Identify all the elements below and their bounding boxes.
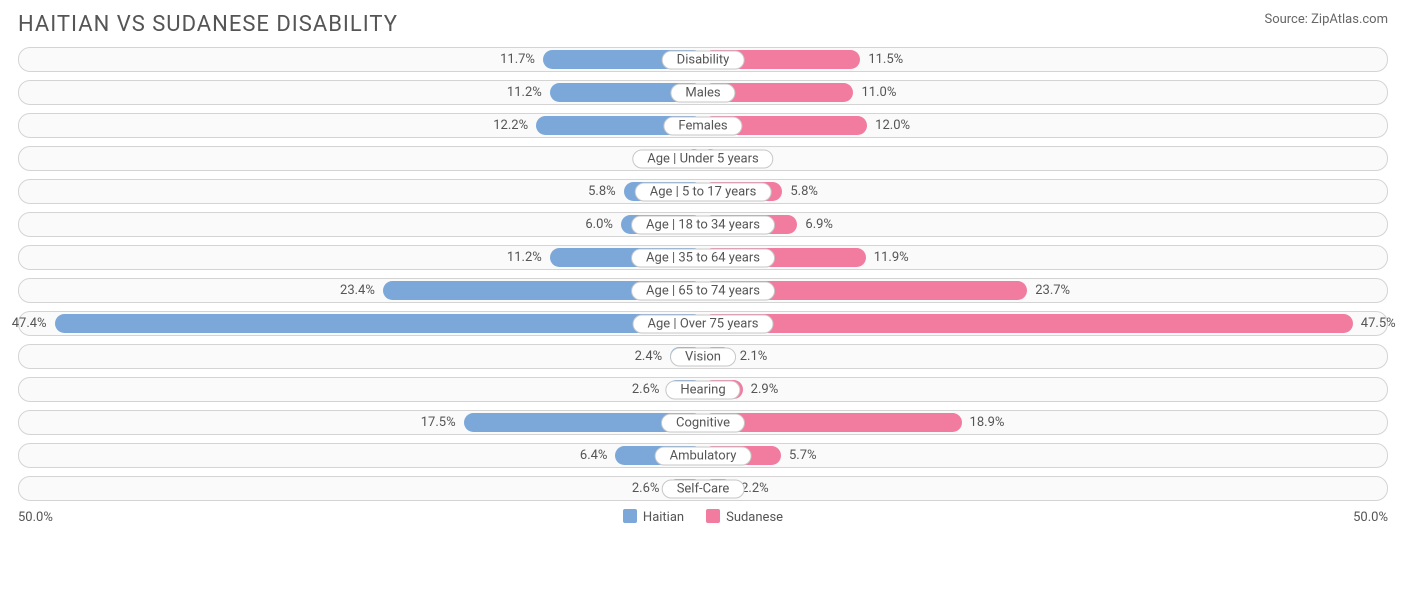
value-haitian: 5.8% xyxy=(588,180,616,203)
row-category-label: Age | 5 to 17 years xyxy=(635,182,772,201)
value-haitian: 11.2% xyxy=(507,246,542,269)
row-category-label: Age | Over 75 years xyxy=(633,314,774,333)
diverging-bar-chart: 11.7% 11.5% Disability 11.2% 11.0% Males 12.2%… xyxy=(18,47,1388,501)
value-sudanese: 5.7% xyxy=(789,444,817,467)
row-category-label: Vision xyxy=(670,347,736,366)
value-sudanese: 11.5% xyxy=(868,48,903,71)
chart-row: 6.0% 6.9% Age | 18 to 34 years xyxy=(18,212,1388,237)
value-sudanese: 2.2% xyxy=(741,477,769,500)
row-category-label: Age | Under 5 years xyxy=(632,149,773,168)
chart-row: 17.5% 18.9% Cognitive xyxy=(18,410,1388,435)
row-category-label: Disability xyxy=(662,50,745,69)
row-category-label: Females xyxy=(663,116,742,135)
chart-row: 2.4% 2.1%Vision xyxy=(18,344,1388,369)
value-haitian: 11.2% xyxy=(507,81,542,104)
value-sudanese: 6.9% xyxy=(805,213,833,236)
value-haitian: 6.0% xyxy=(585,213,613,236)
chart-row: 1.3%1.1%Age | Under 5 years xyxy=(18,146,1388,171)
row-category-label: Age | 18 to 34 years xyxy=(631,215,775,234)
axis-right-max: 50.0% xyxy=(1353,510,1388,525)
row-category-label: Age | 65 to 74 years xyxy=(631,281,775,300)
bar-haitian xyxy=(55,314,703,333)
chart-row: 47.4%47.5%Age | Over 75 years xyxy=(18,311,1388,336)
chart-row: 2.6% 2.9% Hearing xyxy=(18,377,1388,402)
legend-item-sudanese: Sudanese xyxy=(706,509,783,525)
row-category-label: Cognitive xyxy=(661,413,745,432)
row-category-label: Hearing xyxy=(665,380,740,399)
value-haitian: 2.4% xyxy=(635,345,663,368)
value-haitian: 23.4% xyxy=(340,279,375,302)
value-sudanese: 18.9% xyxy=(970,411,1005,434)
chart-row: 11.7% 11.5% Disability xyxy=(18,47,1388,72)
chart-row: 12.2% 12.0% Females xyxy=(18,113,1388,138)
chart-header: HAITIAN VS SUDANESE DISABILITY Source: Z… xyxy=(18,12,1388,37)
value-haitian: 12.2% xyxy=(493,114,528,137)
chart-title: HAITIAN VS SUDANESE DISABILITY xyxy=(18,12,398,37)
value-sudanese: 11.9% xyxy=(874,246,909,269)
value-haitian: 47.4% xyxy=(12,312,47,335)
row-category-label: Ambulatory xyxy=(655,446,752,465)
value-sudanese: 47.5% xyxy=(1361,312,1396,335)
axis-left-max: 50.0% xyxy=(18,510,53,525)
chart-row: 5.8% 5.8% Age | 5 to 17 years xyxy=(18,179,1388,204)
value-sudanese: 11.0% xyxy=(861,81,896,104)
value-sudanese: 2.1% xyxy=(740,345,768,368)
chart-source: Source: ZipAtlas.com xyxy=(1264,12,1388,27)
legend-item-haitian: Haitian xyxy=(623,509,684,525)
legend-swatch xyxy=(623,509,637,523)
legend-label: Sudanese xyxy=(726,510,783,525)
chart-legend: Haitian Sudanese xyxy=(623,509,783,525)
row-category-label: Age | 35 to 64 years xyxy=(631,248,775,267)
value-haitian: 2.6% xyxy=(632,378,660,401)
row-category-label: Males xyxy=(670,83,735,102)
chart-row: 11.2% 11.9% Age | 35 to 64 years xyxy=(18,245,1388,270)
value-haitian: 17.5% xyxy=(421,411,456,434)
legend-swatch xyxy=(706,509,720,523)
value-haitian: 2.6% xyxy=(632,477,660,500)
chart-footer: 50.0% Haitian Sudanese 50.0% xyxy=(18,509,1388,525)
value-sudanese: 5.8% xyxy=(790,180,818,203)
value-haitian: 6.4% xyxy=(580,444,608,467)
value-sudanese: 2.9% xyxy=(751,378,779,401)
value-sudanese: 23.7% xyxy=(1035,279,1070,302)
row-category-label: Self-Care xyxy=(662,479,745,498)
bar-sudanese xyxy=(703,314,1353,333)
value-haitian: 11.7% xyxy=(500,48,535,71)
chart-row: 23.4% 23.7% Age | 65 to 74 years xyxy=(18,278,1388,303)
value-sudanese: 12.0% xyxy=(875,114,910,137)
chart-row: 6.4% 5.7% Ambulatory xyxy=(18,443,1388,468)
chart-row: 11.2% 11.0% Males xyxy=(18,80,1388,105)
legend-label: Haitian xyxy=(643,510,684,525)
chart-row: 2.6% 2.2%Self-Care xyxy=(18,476,1388,501)
